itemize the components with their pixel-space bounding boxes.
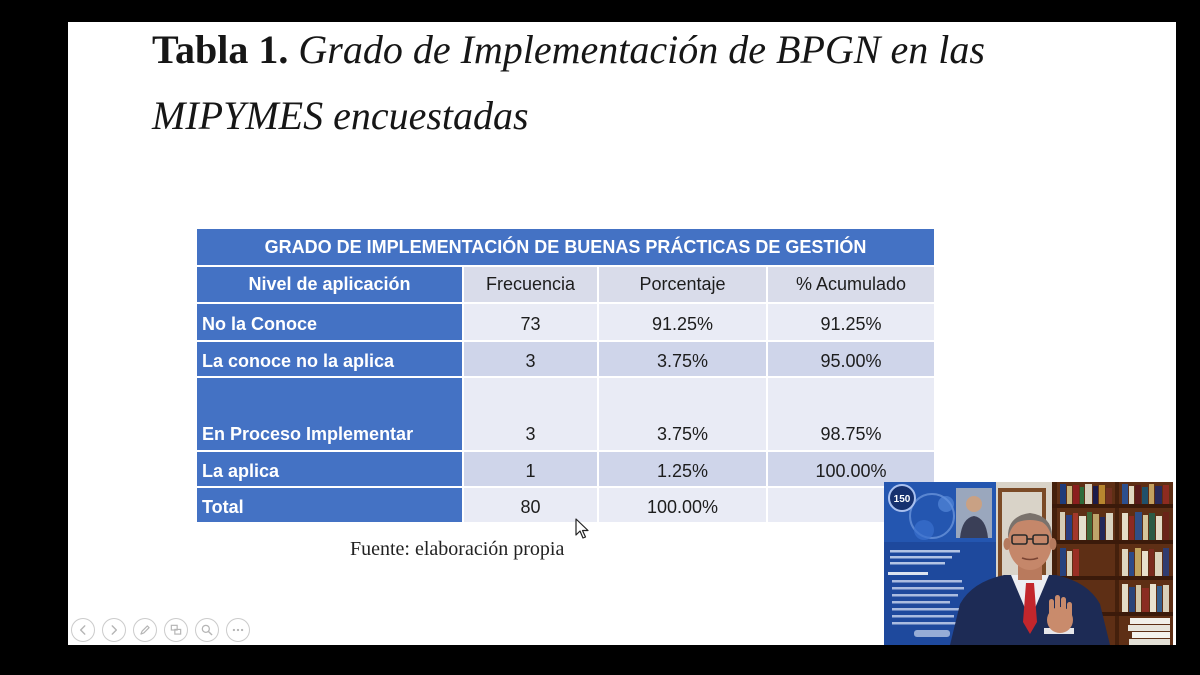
more-options-button[interactable]	[226, 618, 250, 642]
slides-icon	[169, 623, 183, 637]
next-slide-button[interactable]	[102, 618, 126, 642]
title-line-2: MIPYMES encuestadas	[152, 93, 529, 138]
presenter	[950, 513, 1110, 645]
row-label: La conoce no la aplica	[197, 342, 462, 376]
mouse-cursor-icon	[575, 518, 590, 545]
see-all-slides-button[interactable]	[164, 618, 188, 642]
previous-slide-button[interactable]	[71, 618, 95, 642]
pen-tool-button[interactable]	[133, 618, 157, 642]
column-header-percentage: Porcentaje	[599, 267, 766, 302]
previous-icon	[76, 623, 90, 637]
cumulative-cell: 95.00%	[768, 342, 934, 376]
more-options-icon	[231, 623, 245, 637]
source-note: Fuente: elaboración propia	[350, 538, 565, 560]
row-label: Total	[197, 488, 462, 522]
implementation-table: GRADO DE IMPLEMENTACIÓN DE BUENAS PRÁCTI…	[197, 229, 934, 522]
frequency-cell: 3	[464, 342, 597, 376]
column-header-level: Nivel de aplicación	[197, 267, 462, 302]
zoom-icon	[200, 623, 214, 637]
banner-logo: 150	[894, 494, 911, 505]
percentage-cell: 1.25%	[599, 452, 766, 486]
slide-title: Tabla 1. Grado de Implementación de BPGN …	[152, 17, 985, 149]
table-number-label: Tabla 1.	[152, 27, 289, 72]
column-header-frequency: Frecuencia	[464, 267, 597, 302]
slideshow-controls	[71, 618, 250, 642]
table-title: GRADO DE IMPLEMENTACIÓN DE BUENAS PRÁCTI…	[197, 229, 934, 265]
percentage-cell: 3.75%	[599, 342, 766, 376]
pen-icon	[138, 623, 152, 637]
title-line-1: Grado de Implementación de BPGN en las	[298, 27, 985, 72]
frequency-cell: 3	[464, 378, 597, 450]
row-label: La aplica	[197, 452, 462, 486]
row-label: No la Conoce	[197, 304, 462, 340]
frequency-cell: 1	[464, 452, 597, 486]
frequency-cell: 80	[464, 488, 597, 522]
cumulative-cell: 100.00%	[768, 452, 934, 486]
percentage-cell: 91.25%	[599, 304, 766, 340]
cumulative-cell: 91.25%	[768, 304, 934, 340]
percentage-cell: 3.75%	[599, 378, 766, 450]
row-label: En Proceso Implementar	[197, 378, 462, 450]
column-header-cumulative: % Acumulado	[768, 267, 934, 302]
zoom-button[interactable]	[195, 618, 219, 642]
webcam-feed: 150	[884, 482, 1173, 645]
next-icon	[107, 623, 121, 637]
cumulative-cell: 98.75%	[768, 378, 934, 450]
percentage-cell: 100.00%	[599, 488, 766, 522]
frequency-cell: 73	[464, 304, 597, 340]
